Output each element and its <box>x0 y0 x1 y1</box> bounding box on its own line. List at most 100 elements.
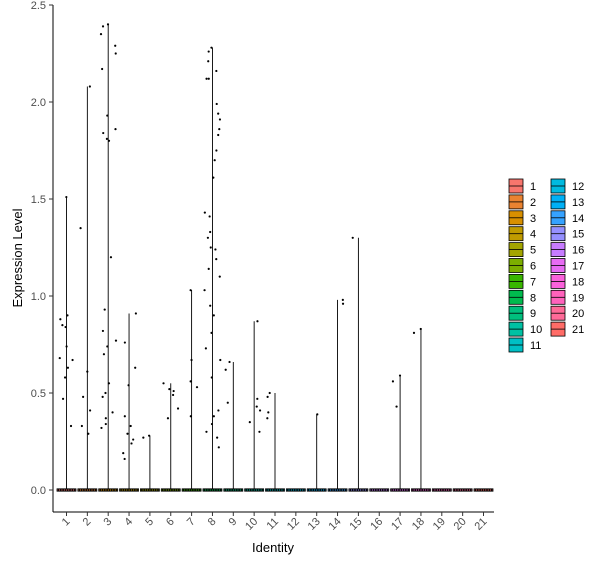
data-point <box>85 489 88 491</box>
data-point <box>379 489 382 491</box>
data-point <box>330 489 333 491</box>
data-point <box>105 137 109 140</box>
x-tick-label: 13 <box>306 516 323 533</box>
legend-label: 9 <box>530 308 536 320</box>
legend-label: 3 <box>530 213 536 225</box>
data-point <box>164 489 167 491</box>
data-point <box>267 411 270 414</box>
data-point <box>460 489 463 491</box>
violin-4 <box>119 313 139 492</box>
data-point <box>204 347 207 350</box>
data-point <box>170 489 173 491</box>
x-tick-label: 7 <box>185 516 198 529</box>
x-ticks: 1 2 3 4 5 6 7 8 9 10 11 12 13 14 15 16 17 18 19 20 21 <box>60 512 490 533</box>
data-point <box>142 436 145 439</box>
data-point <box>224 489 227 491</box>
data-point <box>65 195 68 199</box>
data-point <box>106 23 110 26</box>
data-point <box>393 489 396 491</box>
data-point <box>212 176 215 179</box>
data-point <box>214 489 217 491</box>
data-point <box>358 489 361 491</box>
data-point <box>189 415 192 418</box>
violin-base <box>431 488 452 492</box>
data-point <box>418 489 421 491</box>
data-point <box>247 489 250 491</box>
data-point <box>120 489 123 491</box>
data-point <box>490 489 493 491</box>
data-point <box>341 302 345 305</box>
y-axis-title: Expression Level <box>10 208 25 307</box>
y-tick-label: 0.5 <box>31 388 46 400</box>
data-point <box>99 489 102 491</box>
data-point <box>351 489 354 491</box>
data-point <box>101 25 105 28</box>
legend-label: 6 <box>530 261 536 273</box>
violin-18 <box>411 328 431 492</box>
data-point <box>453 489 456 491</box>
data-point <box>210 46 213 49</box>
data-point <box>162 382 165 385</box>
violin-19 <box>431 488 452 492</box>
data-point <box>319 489 322 491</box>
data-point <box>215 102 218 106</box>
legend-label: 12 <box>572 181 584 193</box>
violin-2 <box>77 86 98 492</box>
data-point <box>57 489 60 491</box>
data-point <box>404 489 407 491</box>
violin-base <box>244 488 265 492</box>
x-tick-label: 9 <box>227 516 240 529</box>
data-point <box>351 236 354 239</box>
data-point <box>328 489 331 491</box>
data-point <box>147 489 150 491</box>
data-point <box>132 438 135 441</box>
data-point <box>123 341 126 344</box>
violin-base <box>411 488 431 492</box>
violin-12 <box>285 488 306 492</box>
y-tick-label: 1.5 <box>31 194 46 206</box>
data-point <box>210 422 214 426</box>
x-tick-label: 16 <box>368 516 385 533</box>
data-point <box>412 331 416 334</box>
data-point <box>302 489 305 491</box>
violin-14 <box>327 299 348 492</box>
data-point <box>391 380 395 383</box>
data-point <box>226 401 229 404</box>
data-point <box>78 489 81 491</box>
data-point <box>416 489 419 491</box>
data-point <box>428 489 431 491</box>
data-point <box>210 489 213 491</box>
data-point <box>123 415 126 418</box>
data-point <box>82 489 85 491</box>
data-point <box>205 489 208 491</box>
violin-3 <box>98 24 119 492</box>
data-point <box>106 114 109 117</box>
data-point <box>194 489 197 491</box>
violin-base <box>306 488 327 492</box>
data-point <box>312 489 315 491</box>
data-point <box>89 409 92 412</box>
data-point <box>435 489 438 491</box>
data-point <box>182 489 185 491</box>
data-point <box>268 489 271 491</box>
data-point <box>218 118 222 121</box>
data-point <box>255 405 258 408</box>
legend-label: 13 <box>572 197 584 209</box>
data-point <box>177 489 180 491</box>
data-point <box>370 489 373 491</box>
x-tick-label: 3 <box>102 516 115 529</box>
data-point <box>333 489 336 491</box>
data-point <box>69 489 71 491</box>
data-point <box>101 67 104 71</box>
data-point <box>256 489 259 491</box>
violin-11 <box>265 393 285 492</box>
legend-item-18: 18 <box>550 273 584 289</box>
data-point <box>349 489 352 491</box>
data-point <box>298 489 301 491</box>
data-point <box>94 489 97 491</box>
data-point <box>398 374 402 377</box>
data-point <box>279 489 282 491</box>
data-point <box>114 44 117 47</box>
data-point <box>127 384 130 387</box>
data-point <box>245 489 248 491</box>
